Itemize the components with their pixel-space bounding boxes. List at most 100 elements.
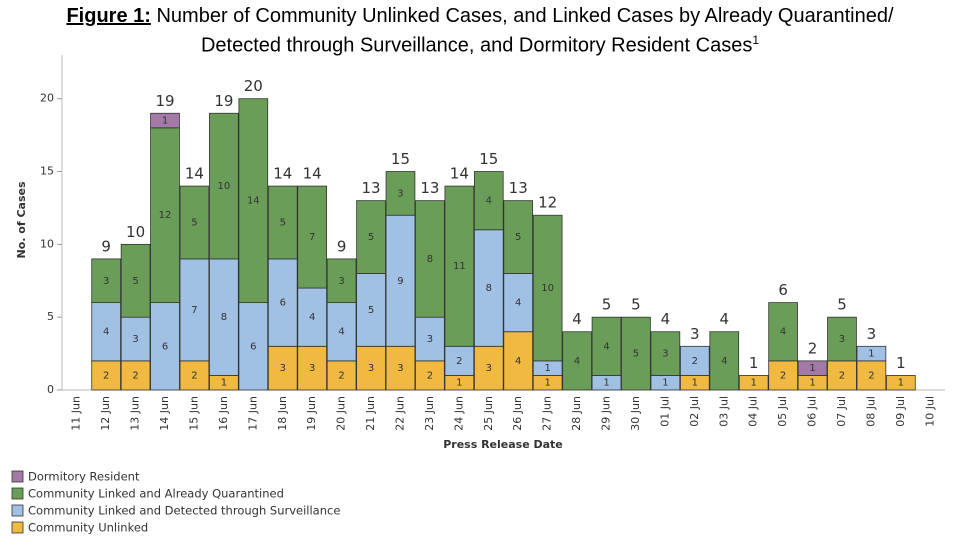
segment-label: 2: [338, 370, 344, 381]
x-tick-label: 12 Jun: [99, 396, 112, 431]
segment-label: 1: [603, 378, 609, 389]
total-label: 20: [244, 77, 263, 95]
total-label: 14: [303, 165, 322, 183]
segment-label: 14: [247, 196, 260, 207]
segment-label: 4: [103, 327, 109, 338]
bar-segment: [179, 258, 210, 362]
segment-label: 3: [397, 363, 403, 374]
bar-segment: [179, 185, 210, 260]
legend-label: Community Linked and Detected through Su…: [28, 504, 340, 518]
title-footnote: 1: [752, 33, 760, 47]
bar-segment: [415, 200, 445, 318]
bar-segment: [209, 112, 239, 260]
bar-segment: [326, 360, 357, 391]
bar-segment: [415, 360, 445, 391]
total-label: 4: [572, 310, 582, 328]
total-label: 3: [690, 325, 700, 343]
segment-label: 5: [191, 218, 197, 229]
bar-segment: [856, 360, 887, 391]
segment-label: 8: [486, 283, 492, 294]
x-tick-label: 02 Jul: [688, 396, 701, 427]
segment-label: 8: [221, 312, 227, 323]
y-axis-label: No. of Cases: [15, 181, 28, 258]
segment-label: 3: [839, 334, 845, 345]
segment-label: 6: [162, 341, 168, 352]
segment-label: 11: [453, 261, 466, 272]
x-tick-label: 06 Jul: [806, 396, 819, 427]
bar-segment: [562, 331, 592, 391]
segment-label: 1: [662, 378, 668, 389]
x-tick-label: 28 Jun: [570, 396, 583, 431]
total-label: 14: [450, 165, 469, 183]
segment-label: 1: [809, 363, 815, 374]
segment-label: 1: [750, 378, 756, 389]
total-label: 1: [749, 354, 759, 372]
bar-segment: [356, 273, 386, 347]
bar-segment: [179, 360, 210, 391]
segment-label: 5: [280, 218, 286, 229]
bar-segment: [238, 302, 269, 391]
title-label: Figure 1:: [66, 5, 151, 27]
segment-label: 3: [280, 363, 286, 374]
segment-label: 2: [692, 356, 698, 367]
bar-segment: [827, 316, 857, 362]
legend-label: Dormitory Resident: [28, 470, 140, 484]
bar-segment: [621, 316, 651, 391]
bar-segment: [91, 302, 121, 362]
y-tick-label: 15: [40, 165, 54, 178]
bar-segment: [91, 360, 121, 391]
legend-label: Community Unlinked: [28, 521, 148, 535]
total-label: 2: [808, 339, 818, 357]
bar-segment: [267, 258, 298, 347]
segment-label: 1: [456, 378, 462, 389]
total-label: 6: [778, 281, 788, 299]
x-tick-label: 26 Jun: [511, 396, 524, 431]
x-tick-label: 07 Jul: [835, 396, 848, 427]
total-label: 4: [661, 310, 671, 328]
bar-segment: [297, 345, 328, 391]
total-label: 14: [185, 165, 204, 183]
segment-label: 5: [515, 232, 521, 243]
segment-label: 6: [280, 298, 286, 309]
bar-segment: [503, 273, 534, 333]
segment-label: 3: [662, 349, 668, 360]
segment-label: 10: [218, 181, 231, 192]
segment-label: 1: [162, 116, 168, 127]
segment-label: 7: [191, 305, 197, 316]
segment-label: 5: [368, 305, 374, 316]
segment-label: 2: [191, 370, 197, 381]
segment-label: 3: [132, 334, 138, 345]
segment-label: 4: [338, 327, 344, 338]
segment-label: 4: [486, 196, 492, 207]
segment-label: 3: [309, 363, 315, 374]
total-label: 3: [867, 325, 877, 343]
bar-segment: [326, 302, 357, 362]
total-label: 9: [337, 237, 347, 255]
bar-segment: [444, 185, 475, 347]
segment-label: 7: [309, 232, 315, 243]
x-tick-label: 29 Jun: [600, 396, 613, 431]
segment-label: 4: [515, 356, 521, 367]
total-label: 12: [538, 194, 557, 212]
bar-segment: [473, 345, 504, 391]
total-label: 9: [101, 237, 111, 255]
bar-segment: [356, 345, 386, 391]
bar-segment: [267, 185, 298, 260]
segment-label: 2: [780, 370, 786, 381]
bar-segment: [150, 302, 180, 391]
segment-label: 2: [839, 370, 845, 381]
bar-segment: [91, 258, 121, 304]
segment-label: 5: [633, 349, 639, 360]
x-tick-label: 17 Jun: [246, 396, 259, 431]
segment-label: 1: [692, 378, 698, 389]
x-tick-label: 24 Jun: [452, 396, 465, 431]
total-label: 4: [719, 310, 729, 328]
bar-segment: [267, 345, 298, 391]
bar-segment: [385, 171, 416, 216]
x-tick-label: 22 Jun: [393, 396, 406, 431]
total-label: 15: [391, 150, 410, 168]
segment-label: 3: [103, 276, 109, 287]
segment-label: 10: [541, 283, 554, 294]
segment-label: 3: [486, 363, 492, 374]
x-tick-label: 23 Jun: [423, 396, 436, 431]
